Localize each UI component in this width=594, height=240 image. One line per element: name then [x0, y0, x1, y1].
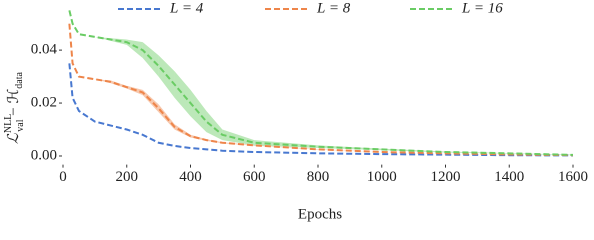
y-label-rest-sub: data	[14, 71, 25, 88]
y-label-sub: val	[15, 119, 26, 131]
confidence-band	[126, 39, 143, 59]
x-tick-label: 0	[59, 169, 67, 185]
y-label-sup: NLL	[3, 114, 14, 133]
x-tick-label: 1600	[558, 169, 588, 185]
series-line	[68, 23, 574, 157]
y-label-main: ℒ	[6, 132, 22, 144]
legend-label: L = 8	[316, 0, 351, 16]
series-line	[68, 63, 574, 157]
confidence-band	[174, 71, 191, 117]
x-tick-label: 200	[116, 169, 139, 185]
y-axis-label: ℒNLLval − ℋdata	[3, 71, 26, 143]
x-tick-label: 1200	[431, 169, 461, 185]
confidence-band	[222, 129, 255, 146]
x-tick-label: 800	[307, 169, 330, 185]
series-line	[68, 10, 574, 156]
legend-label: L = 16	[461, 0, 503, 16]
confidence-band	[206, 110, 223, 141]
y-tick-label: 0.04	[31, 42, 58, 58]
legend-label: L = 4	[169, 0, 204, 16]
x-tick-label: 600	[243, 169, 266, 185]
bands	[69, 10, 573, 156]
y-tick-label: 0.00	[31, 147, 57, 163]
x-tick-label: 1400	[494, 169, 524, 185]
lines	[68, 10, 574, 157]
x-axis-label: Epochs	[298, 206, 342, 222]
x-tick-label: 1000	[367, 169, 397, 185]
x-tick-label: 400	[179, 169, 202, 185]
y-tick-label: 0.02	[31, 94, 57, 110]
confidence-band	[142, 89, 159, 113]
chart: Epochs ℒNLLval − ℋdata 0.00 0.02 0.04 0 200 4…	[3, 0, 588, 222]
y-label-rest: − ℋ	[6, 89, 22, 120]
